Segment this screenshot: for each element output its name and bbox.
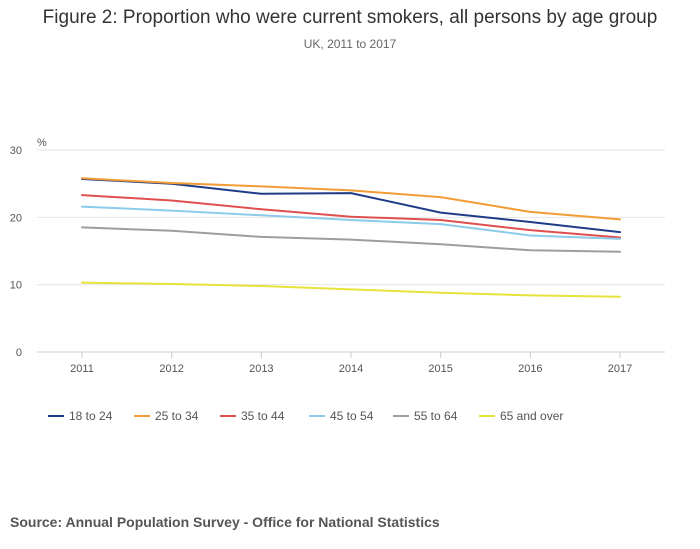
x-tick-label-2015: 2015 [428,363,452,375]
x-tick-label-2011: 2011 [70,363,94,375]
series-line-1 [81,177,621,221]
series-line-2 [81,194,621,239]
y-tick-label-30: 30 [10,145,22,157]
x-tick-label-2014: 2014 [339,363,363,375]
legend-label-5: 65 and over [500,409,563,423]
legend-label-2: 35 to 44 [241,409,285,423]
legend-label-4: 55 to 64 [414,409,458,423]
y-tick-label-0: 0 [16,347,22,359]
y-tick-label-10: 10 [10,280,22,292]
legend-label-0: 18 to 24 [69,409,113,423]
series-line-3 [81,205,621,240]
y-tick-label-20: 20 [10,212,22,224]
chart-subtitle: UK, 2011 to 2017 [303,37,397,51]
x-tick-label-2017: 2017 [608,363,632,375]
x-tick-label-2013: 2013 [249,363,273,375]
chart-title: Figure 2: Proportion who were current sm… [42,7,658,28]
legend-label-1: 25 to 34 [155,409,199,423]
source-note: Source: Annual Population Survey - Offic… [10,514,440,530]
series-line-0 [81,178,621,234]
x-tick-label-2012: 2012 [159,363,183,375]
y-axis-label: % [37,137,47,149]
series-line-4 [81,226,621,253]
legend-label-3: 45 to 54 [330,409,374,423]
x-tick-label-2016: 2016 [518,363,542,375]
series-line-5 [81,281,621,298]
